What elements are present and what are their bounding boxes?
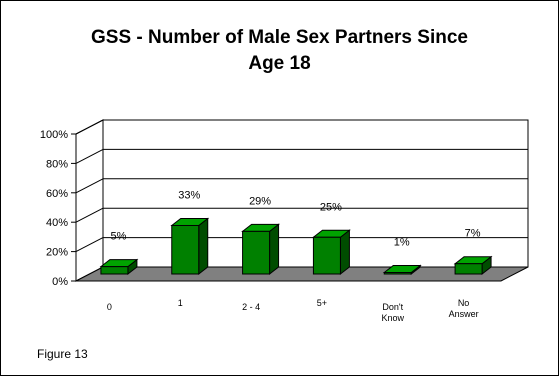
y-tick-label: 60% [46,188,68,200]
figure-label: Figure 13 [37,347,88,361]
data-label: 5% [110,231,126,243]
x-tick-label: No [458,298,470,308]
y-tick-label: 40% [46,217,68,229]
y-tick-label: 100% [40,129,68,141]
bar [242,230,271,275]
chart-title-line-1: GSS - Number of Male Sex Partners Since [91,27,468,48]
gridline-diagonal [75,237,104,253]
x-tick-label: 0 [107,302,112,312]
y-tick-label: 80% [46,158,68,170]
data-label: 7% [465,228,481,240]
bar [454,263,483,275]
data-label: 29% [249,195,271,207]
data-label: 33% [178,189,200,201]
chart-title-line-2: Age 18 [248,53,311,74]
gridline-diagonal [75,119,104,135]
data-label: 25% [320,201,342,213]
gridline-diagonal [75,178,104,194]
x-tick-label: Know [381,313,404,323]
chart-title: GSS - Number of Male Sex Partners Since … [1,25,558,77]
bar-side [198,217,209,276]
bar [312,236,341,275]
x-tick-label: 1 [178,298,183,308]
bar [100,266,129,275]
side-wall [75,119,104,282]
y-tick-label: 20% [46,247,68,259]
x-tick-label: Answer [449,309,479,319]
gridline-diagonal [75,207,104,223]
x-tick-label: 2 - 4 [242,302,260,312]
data-label: 1% [394,237,410,249]
x-tick-label: 5+ [317,298,327,308]
bar [171,224,200,275]
bar-side [269,223,280,276]
x-tick-label: Don't [382,302,403,312]
bar [383,272,412,275]
y-tick-label: 0% [52,276,68,288]
gridline-diagonal [75,148,104,164]
